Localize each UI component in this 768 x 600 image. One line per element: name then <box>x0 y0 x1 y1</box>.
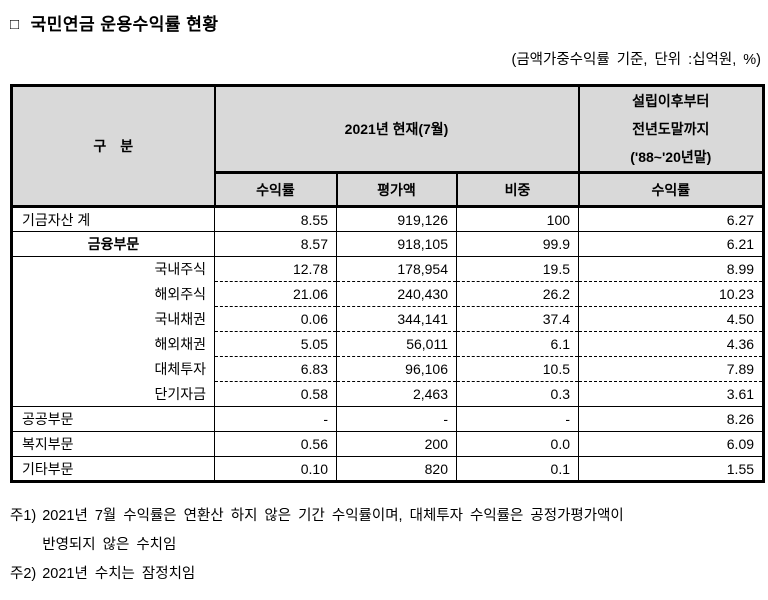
cell-return: 0.06 <box>214 306 337 332</box>
page-title-text: 국민연금 운용수익률 현황 <box>30 15 219 34</box>
row-label: 해외채권 <box>12 332 215 357</box>
table-row: 금융부문 8.57 918,105 99.9 6.21 <box>11 231 764 257</box>
footnote-text: 2021년 7월 수익률은 연환산 하지 않은 기간 수익률이며, 대체투자 수… <box>42 508 624 553</box>
cell-weight: 10.5 <box>455 356 579 382</box>
row-label: 기타부문 <box>11 456 215 482</box>
header-row-2: 수익률 평가액 비중 수익률 <box>12 171 764 207</box>
cell-return: 8.57 <box>214 231 337 257</box>
footnote-2: 주2) 2021년 수치는 잠정치임 <box>10 560 758 589</box>
cell-valuation: 2,463 <box>336 381 457 407</box>
header-weight: 비중 <box>455 171 579 207</box>
table-row: 복지부문 0.56 200 0.0 6.09 <box>11 431 764 457</box>
cell-valuation: 820 <box>336 456 457 482</box>
row-label: 복지부문 <box>11 431 215 457</box>
page-title: □ 국민연금 운용수익률 현황 <box>0 0 768 35</box>
cell-weight: 0.0 <box>455 431 579 457</box>
row-label: 국내주식 <box>11 256 215 282</box>
cell-return: 5.05 <box>214 331 337 357</box>
row-label: 국내채권 <box>12 307 215 332</box>
cell-weight: 26.2 <box>455 281 579 307</box>
table-row: 공공부문 - - - 8.26 <box>11 406 764 432</box>
cell-return: 6.83 <box>214 356 337 382</box>
cell-weight: 19.5 <box>455 256 579 282</box>
cell-weight: 6.1 <box>455 331 579 357</box>
cell-valuation: 919,126 <box>336 205 457 232</box>
cell-valuation: 96,106 <box>336 356 457 382</box>
footnote-1: 주1) 2021년 7월 수익률은 연환산 하지 않은 기간 수익률이며, 대체… <box>10 502 758 560</box>
cell-valuation: 344,141 <box>336 306 457 332</box>
header-valuation: 평가액 <box>335 171 457 207</box>
cell-valuation: 56,011 <box>336 331 457 357</box>
cell-weight: 0.1 <box>455 456 579 482</box>
cell-return: 12.78 <box>214 256 337 282</box>
table-row: 해외주식 21.06 240,430 26.2 10.23 <box>12 281 764 307</box>
cell-return: - <box>214 406 337 432</box>
footnotes: 주1) 2021년 7월 수익률은 연환산 하지 않은 기간 수익률이며, 대체… <box>10 502 758 589</box>
cell-return-since: 3.61 <box>578 381 764 407</box>
cell-return-since: 4.36 <box>578 331 764 357</box>
cell-return: 8.55 <box>214 205 337 232</box>
footnote-marker: 주2) <box>10 566 37 582</box>
table-row: 해외채권 5.05 56,011 6.1 4.36 <box>12 331 764 357</box>
table-row: 기금자산 계 8.55 919,126 100 6.27 <box>11 205 764 232</box>
cell-return: 0.56 <box>214 431 337 457</box>
table-row: 국내채권 0.06 344,141 37.4 4.50 <box>12 306 764 332</box>
returns-table: 구 분 2021년 현재(7월) 설립이후부터 전년도말까지 ('88~'20년… <box>10 84 766 483</box>
row-label: 금융부문 <box>11 231 215 257</box>
header-return-since: 수익률 <box>577 171 764 207</box>
footnote-text: 2021년 수치는 잠정치임 <box>42 566 196 582</box>
cell-return: 0.58 <box>214 381 337 407</box>
header-category: 구 분 <box>11 85 215 207</box>
header-since-inception: 설립이후부터 전년도말까지 ('88~'20년말) <box>577 85 764 173</box>
cell-return-since: 8.26 <box>578 406 764 432</box>
cell-valuation: - <box>336 406 457 432</box>
row-label: 단기자금 <box>12 382 215 407</box>
row-label: 대체투자 <box>12 357 215 382</box>
row-label: 해외주식 <box>12 282 215 307</box>
header-return: 수익률 <box>213 171 337 207</box>
row-label: 공공부문 <box>11 406 215 432</box>
table-row: 대체투자 6.83 96,106 10.5 7.89 <box>12 356 764 382</box>
unit-note: (금액가중수익률 기준, 단위 :십억원, %) <box>511 52 761 68</box>
cell-return-since: 1.55 <box>578 456 764 482</box>
cell-return-since: 10.23 <box>578 281 764 307</box>
table-row: 단기자금 0.58 2,463 0.3 3.61 <box>12 381 764 407</box>
cell-weight: 37.4 <box>455 306 579 332</box>
row-label: 기금자산 계 <box>11 205 215 232</box>
cell-weight: 100 <box>455 205 579 232</box>
cell-return-since: 8.99 <box>578 256 764 282</box>
cell-valuation: 200 <box>336 431 457 457</box>
cell-return-since: 6.09 <box>578 431 764 457</box>
cell-weight: - <box>455 406 579 432</box>
table-row: 국내주식 12.78 178,954 19.5 8.99 <box>11 256 764 282</box>
cell-valuation: 178,954 <box>336 256 457 282</box>
header-current-period: 2021년 현재(7월) <box>213 85 579 173</box>
cell-return-since: 6.27 <box>578 205 764 232</box>
cell-valuation: 918,105 <box>336 231 457 257</box>
cell-return-since: 6.21 <box>578 231 764 257</box>
cell-return-since: 7.89 <box>578 356 764 382</box>
footnote-marker: 주1) <box>10 508 37 524</box>
square-bullet-icon: □ <box>10 16 20 33</box>
cell-valuation: 240,430 <box>336 281 457 307</box>
cell-return: 21.06 <box>214 281 337 307</box>
cell-weight: 99.9 <box>455 231 579 257</box>
cell-return: 0.10 <box>214 456 337 482</box>
header-row-1: 구 분 2021년 현재(7월) 설립이후부터 전년도말까지 ('88~'20년… <box>11 85 764 207</box>
cell-weight: 0.3 <box>455 381 579 407</box>
cell-return-since: 4.50 <box>578 306 764 332</box>
table-row: 기타부문 0.10 820 0.1 1.55 <box>11 456 764 482</box>
